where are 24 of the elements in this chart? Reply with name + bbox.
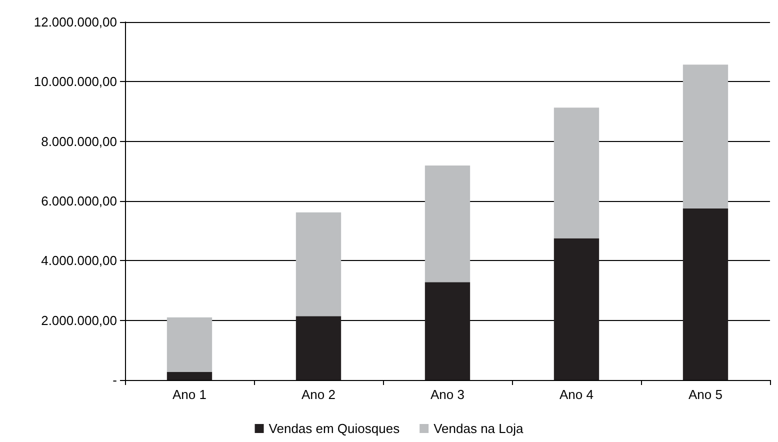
y-tick-label: 12.000.000,00 bbox=[34, 14, 117, 30]
legend-label: Vendas na Loja bbox=[434, 421, 524, 436]
x-tick-label: Ano 4 bbox=[560, 387, 594, 402]
bar bbox=[166, 372, 212, 380]
y-tick-label: 2.000.000,00 bbox=[41, 312, 117, 328]
x-tick-label: Ano 1 bbox=[172, 387, 206, 402]
y-tick-label: 4.000.000,00 bbox=[41, 253, 117, 268]
bar bbox=[554, 108, 600, 238]
bar bbox=[424, 166, 470, 282]
bar bbox=[166, 317, 212, 372]
x-tick-label: Ano 3 bbox=[430, 387, 464, 402]
y-tick-label: - bbox=[112, 372, 117, 388]
y-tick-label: 10.000.000,00 bbox=[34, 74, 117, 90]
bar bbox=[554, 238, 600, 380]
y-tick-label: 6.000.000,00 bbox=[41, 194, 117, 208]
x-tick-label: Ano 2 bbox=[302, 387, 336, 402]
bar bbox=[682, 208, 728, 380]
y-tick-label: 8.000.000,00 bbox=[41, 134, 117, 149]
bar bbox=[424, 282, 470, 380]
bar bbox=[296, 212, 342, 316]
bar bbox=[682, 64, 728, 208]
legend-label: Vendas em Quiosques bbox=[268, 421, 400, 436]
x-tick-label: Ano 5 bbox=[688, 387, 722, 402]
bar bbox=[296, 316, 342, 380]
